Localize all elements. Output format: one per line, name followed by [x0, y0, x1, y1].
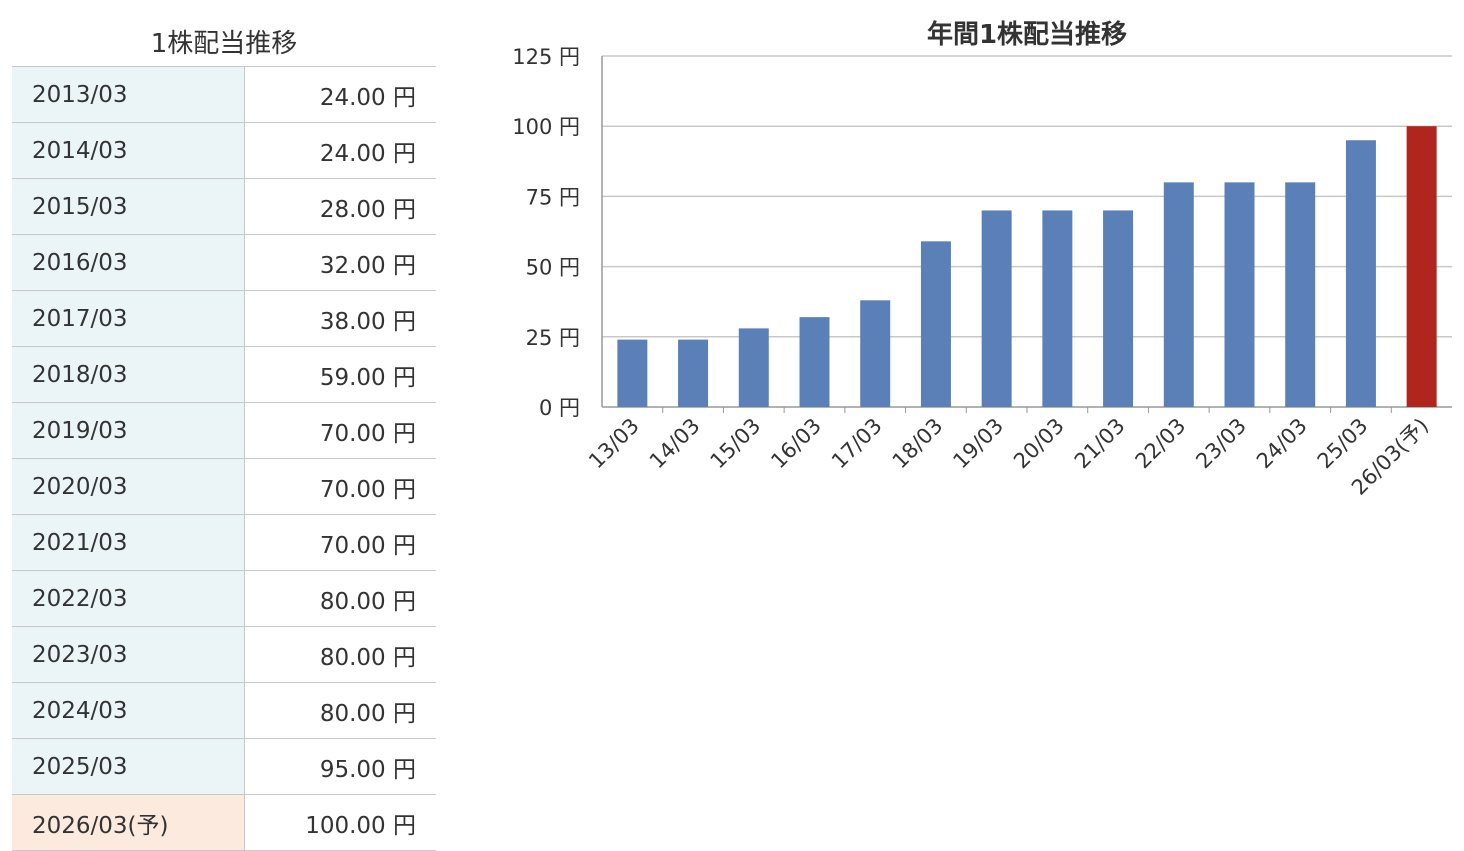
x-tick-label: 16/03 — [766, 414, 826, 474]
dividend-bar-chart: 年間1株配当推移 0 円 25 円 50 円 75 円 100 円 125 円 13/03 14… — [512, 19, 1452, 500]
table-cell-period: 2025/03 — [12, 738, 245, 795]
table-row: 2018/03 59.00 円 — [12, 346, 436, 403]
table-cell-period: 2016/03 — [12, 234, 245, 291]
y-tick-label: 0 円 — [539, 396, 580, 420]
x-tick-label: 14/03 — [645, 414, 705, 474]
dividend-table-panel: 1株配当推移 2013/03 24.00 円 2014/03 24.00 円 2015/… — [12, 18, 436, 851]
table-cell-period: 2020/03 — [12, 458, 245, 515]
x-tick-label: 18/03 — [888, 414, 948, 474]
dividend-chart-panel: 年間1株配当推移 0 円 25 円 50 円 75 円 100 円 125 円 13/03 14… — [470, 10, 1460, 530]
table-row: 2026/03(予) 100.00 円 — [12, 794, 436, 851]
bar — [617, 339, 648, 407]
table-row: 2019/03 70.00 円 — [12, 402, 436, 459]
bar — [1042, 210, 1073, 407]
y-tick-label: 75 円 — [526, 185, 580, 209]
table-cell-period: 2024/03 — [12, 682, 245, 739]
table-row: 2020/03 70.00 円 — [12, 458, 436, 515]
y-tick-label: 125 円 — [512, 45, 580, 69]
table-row: 2016/03 32.00 円 — [12, 234, 436, 291]
table-row: 2013/03 24.00 円 — [12, 66, 436, 123]
table-cell-period: 2026/03(予) — [12, 794, 245, 851]
bar — [678, 339, 709, 407]
table-cell-dividend: 95.00 円 — [244, 738, 436, 795]
x-tick-label: 20/03 — [1009, 414, 1069, 474]
table-cell-dividend: 28.00 円 — [244, 178, 436, 235]
table-cell-period: 2022/03 — [12, 570, 245, 627]
table-cell-period: 2015/03 — [12, 178, 245, 235]
y-tick-label: 100 円 — [512, 115, 580, 139]
y-tick-label: 50 円 — [526, 256, 580, 280]
table-cell-period: 2019/03 — [12, 402, 245, 459]
bar — [1285, 182, 1316, 407]
table-cell-dividend: 38.00 円 — [244, 290, 436, 347]
table-row: 2014/03 24.00 円 — [12, 122, 436, 179]
x-tick-label: 17/03 — [827, 414, 887, 474]
x-tick-label: 13/03 — [584, 414, 644, 474]
table-row: 2025/03 95.00 円 — [12, 738, 436, 795]
bar — [1345, 140, 1376, 408]
dividend-table: 2013/03 24.00 円 2014/03 24.00 円 2015/03 28.00… — [12, 66, 436, 851]
table-cell-dividend: 80.00 円 — [244, 626, 436, 683]
bar — [860, 300, 891, 407]
table-cell-period: 2014/03 — [12, 122, 245, 179]
table-row: 2017/03 38.00 円 — [12, 290, 436, 347]
table-cell-dividend: 70.00 円 — [244, 402, 436, 459]
table-cell-period: 2018/03 — [12, 346, 245, 403]
x-tick-label: 19/03 — [948, 414, 1008, 474]
table-cell-dividend: 70.00 円 — [244, 458, 436, 515]
table-cell-dividend: 80.00 円 — [244, 570, 436, 627]
bar — [981, 210, 1012, 407]
x-tick-label: 22/03 — [1131, 414, 1191, 474]
bar — [1406, 126, 1437, 407]
bar — [1103, 210, 1134, 407]
table-title: 1株配当推移 — [150, 29, 298, 59]
table-cell-dividend: 24.00 円 — [244, 122, 436, 179]
x-tick-label: 25/03 — [1313, 414, 1373, 474]
table-cell-dividend: 100.00 円 — [244, 794, 436, 851]
table-cell-dividend: 32.00 円 — [244, 234, 436, 291]
y-tick-label: 25 円 — [526, 326, 580, 350]
bar — [799, 317, 830, 407]
table-row: 2023/03 80.00 円 — [12, 626, 436, 683]
bar — [738, 328, 769, 407]
table-cell-period: 2023/03 — [12, 626, 245, 683]
chart-title: 年間1株配当推移 — [927, 19, 1127, 50]
table-row: 2024/03 80.00 円 — [12, 682, 436, 739]
table-cell-dividend: 24.00 円 — [244, 66, 436, 123]
table-cell-dividend: 80.00 円 — [244, 682, 436, 739]
x-tick-label: 15/03 — [706, 414, 766, 474]
bar — [920, 241, 951, 407]
table-row: 2022/03 80.00 円 — [12, 570, 436, 627]
x-tick-label: 24/03 — [1252, 414, 1312, 474]
table-cell-dividend: 70.00 円 — [244, 514, 436, 571]
table-row: 2015/03 28.00 円 — [12, 178, 436, 235]
bar — [1163, 182, 1194, 407]
table-cell-period: 2017/03 — [12, 290, 245, 347]
table-row: 2021/03 70.00 円 — [12, 514, 436, 571]
dividend-table-body: 2013/03 24.00 円 2014/03 24.00 円 2015/03 28.00… — [12, 66, 436, 851]
table-cell-period: 2021/03 — [12, 514, 245, 571]
bar — [1224, 182, 1255, 407]
table-cell-dividend: 59.00 円 — [244, 346, 436, 403]
x-tick-label: 21/03 — [1070, 414, 1130, 474]
table-cell-period: 2013/03 — [12, 66, 245, 123]
x-tick-label: 23/03 — [1191, 414, 1251, 474]
